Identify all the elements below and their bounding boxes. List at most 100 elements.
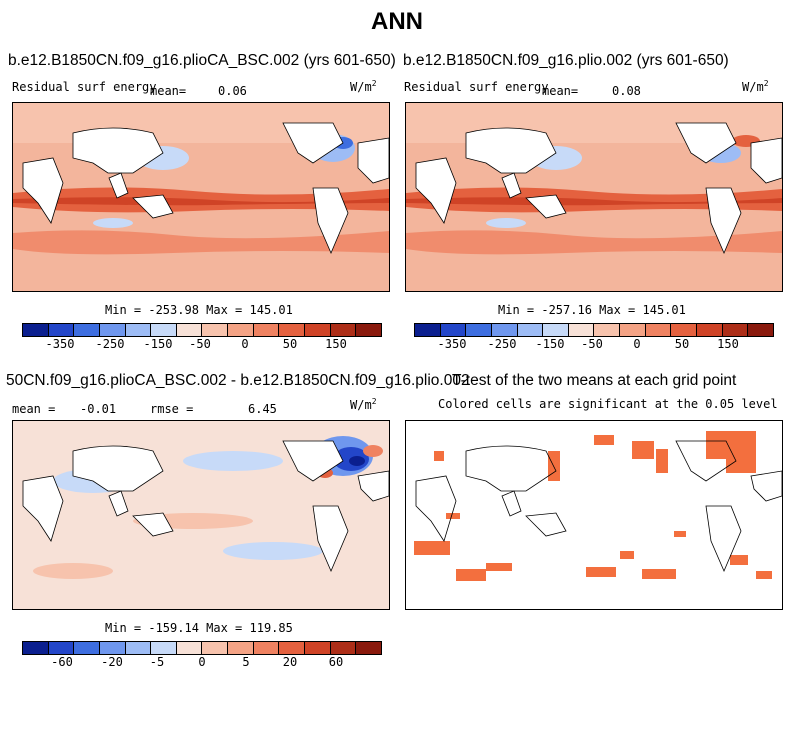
panel2-mean-label: mean=: [542, 84, 579, 98]
cbar1-swatch: [305, 324, 331, 336]
cbar3-swatch: [202, 642, 229, 654]
panel2-map: [405, 102, 783, 292]
cbar3-swatch: [356, 642, 381, 654]
panel2-units: W/m2: [742, 79, 769, 94]
panel3-rmse-value: 6.45: [248, 402, 277, 416]
cbar1-swatch: [125, 324, 152, 336]
cbar2-swatch: [645, 324, 672, 336]
cbar3-swatch: [305, 642, 331, 654]
cbar2-tick-label: 50: [674, 337, 690, 351]
panel4-title: T-test of the two means at each grid poi…: [452, 372, 737, 389]
cbar2-tick-label: 150: [717, 337, 739, 351]
cbar2-swatch: [722, 324, 749, 336]
cbar3-swatch: [253, 642, 280, 654]
panel4-map: [405, 420, 783, 610]
figure-title: ANN: [371, 8, 423, 35]
cbar1-swatch: [279, 324, 306, 336]
cbar2-swatch: [671, 324, 698, 336]
cbar1-tick-label: -250: [95, 337, 125, 351]
cbar2-swatch: [440, 324, 467, 336]
cbar3-tick-label: -60: [51, 655, 73, 669]
cbar3-swatch: [99, 642, 126, 654]
cbar3-tick-label: 20: [282, 655, 298, 669]
panel2-mean-value: 0.08: [612, 84, 641, 98]
cbar3-tick-label: -20: [101, 655, 123, 669]
cbar1-tick-label: 0: [241, 337, 249, 351]
panel3-mean-value: -0.01: [80, 402, 117, 416]
cbar1-swatch: [48, 324, 75, 336]
cbar3-swatch: [151, 642, 177, 654]
cbar1-swatch: [330, 324, 357, 336]
cbar1-tick-label: 150: [325, 337, 347, 351]
cbar2-swatch: [491, 324, 518, 336]
panel2-colorbar: [414, 323, 774, 337]
cbar1-swatch: [99, 324, 126, 336]
panel2-variable: Residual surf energy: [404, 80, 549, 94]
cbar3-swatch: [48, 642, 75, 654]
panel3-colorbar: [22, 641, 382, 655]
panel1-map: [12, 102, 390, 292]
panel3-units: W/m2: [350, 397, 377, 412]
panel2-min-max: Min = -257.16 Max = 145.01: [498, 303, 686, 317]
panel3-map-svg: [13, 421, 389, 609]
panel2-units-exp: 2: [763, 79, 769, 88]
panel1-map-svg: [13, 103, 389, 291]
cbar3-swatch: [228, 642, 254, 654]
panel1-colorbar: [22, 323, 382, 337]
panel2-units-base: W/m: [742, 80, 764, 94]
cbar2-swatch: [466, 324, 492, 336]
panel3-case-title: 50CN.f09_g16.plioCA_BSC.002 - b.e12.B185…: [6, 372, 470, 389]
cbar3-swatch: [279, 642, 306, 654]
cbar1-tick-label: -50: [189, 337, 211, 351]
cbar1-tick-label: 50: [282, 337, 298, 351]
cbar1-swatch: [228, 324, 254, 336]
cbar2-swatch: [415, 324, 441, 336]
cbar2-tick-label: -250: [487, 337, 517, 351]
panel3-units-exp: 2: [371, 397, 377, 406]
cbar1-tick-label: -150: [143, 337, 173, 351]
panel1-mean-value: 0.06: [218, 84, 247, 98]
panel3-rmse-label: rmse =: [150, 402, 194, 416]
cbar2-swatch: [697, 324, 723, 336]
cbar2-swatch: [620, 324, 646, 336]
panel2-map-svg: [406, 103, 782, 291]
cbar2-tick-label: -150: [535, 337, 565, 351]
cbar3-swatch: [125, 642, 152, 654]
cbar1-swatch: [151, 324, 177, 336]
cbar3-tick-label: -5: [149, 655, 165, 669]
cbar2-swatch: [594, 324, 621, 336]
panel1-variable: Residual surf energy: [12, 80, 157, 94]
panel3-units-base: W/m: [350, 398, 372, 412]
panel3-mean-label: mean =: [12, 402, 56, 416]
panel1-units-exp: 2: [371, 79, 377, 88]
cbar2-swatch: [543, 324, 569, 336]
panel4-map-svg: [406, 421, 782, 609]
cbar2-tick-label: 0: [633, 337, 641, 351]
cbar2-tick-label: -50: [581, 337, 603, 351]
panel1-min-max: Min = -253.98 Max = 145.01: [105, 303, 293, 317]
cbar1-swatch: [356, 324, 381, 336]
cbar2-swatch: [517, 324, 544, 336]
cbar1-swatch: [202, 324, 229, 336]
cbar2-swatch: [748, 324, 773, 336]
cbar2-tick-label: -350: [437, 337, 467, 351]
cbar3-swatch: [330, 642, 357, 654]
panel1-mean-label: mean=: [150, 84, 187, 98]
cbar1-swatch: [23, 324, 49, 336]
cbar1-swatch: [176, 324, 203, 336]
cbar1-tick-label: -350: [45, 337, 75, 351]
panel1-case-title: b.e12.B1850CN.f09_g16.plioCA_BSC.002 (yr…: [8, 52, 396, 69]
cbar3-swatch: [176, 642, 203, 654]
cbar1-swatch: [74, 324, 100, 336]
cbar3-tick-label: 60: [328, 655, 344, 669]
panel3-min-max: Min = -159.14 Max = 119.85: [105, 621, 293, 635]
panel1-units: W/m2: [350, 79, 377, 94]
panel3-map: [12, 420, 390, 610]
cbar3-tick-label: 0: [198, 655, 206, 669]
panel2-case-title: b.e12.B1850CN.f09_g16.plio.002 (yrs 601-…: [403, 52, 729, 69]
cbar3-tick-label: 5: [242, 655, 250, 669]
panel4-subtitle: Colored cells are significant at the 0.0…: [438, 397, 778, 411]
cbar2-swatch: [568, 324, 595, 336]
panel1-units-base: W/m: [350, 80, 372, 94]
cbar1-swatch: [253, 324, 280, 336]
